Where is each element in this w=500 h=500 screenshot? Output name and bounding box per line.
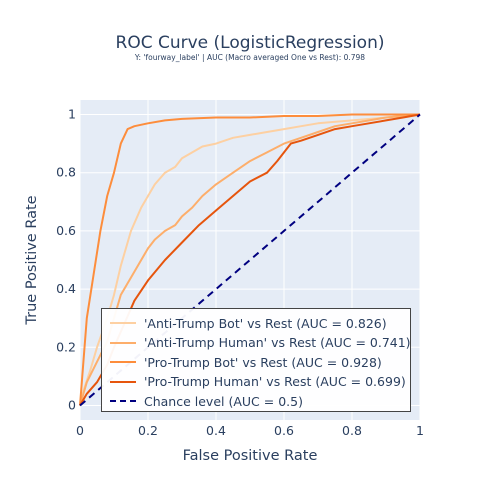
legend-swatch: [110, 400, 136, 402]
x-tick-label: 0.6: [274, 423, 294, 438]
tick-labels: 0 0.2 0.4 0.6 0.8 1 0 0.2 0.4 0.6 0.8 1: [56, 107, 424, 438]
y-tick-label: 0.6: [56, 223, 76, 238]
x-tick-label: 0.8: [342, 423, 362, 438]
y-tick-label: 0.8: [56, 165, 76, 180]
y-tick-label: 0.2: [56, 339, 76, 354]
legend-label: 'Pro-Trump Human' vs Rest (AUC = 0.699): [144, 374, 406, 389]
y-tick-label: 0.4: [56, 281, 76, 296]
x-tick-label: 0.2: [138, 423, 158, 438]
legend-swatch: [110, 380, 136, 383]
legend-label: Chance level (AUC = 0.5): [144, 393, 303, 409]
chart-title: ROC Curve (LogisticRegression): [115, 33, 385, 53]
series-line-2: [79, 113, 420, 406]
legend-item[interactable]: Chance level (AUC = 0.5): [108, 391, 303, 411]
legend-swatch: [110, 341, 136, 344]
y-tick-label: 1: [68, 107, 76, 122]
y-axis-label: True Positive Rate: [24, 195, 40, 325]
legend-item[interactable]: 'Pro-Trump Human' vs Rest (AUC = 0.699): [108, 372, 406, 392]
legend-label: 'Pro-Trump Bot' vs Rest (AUC = 0.928): [144, 354, 382, 370]
chart-subtitle: Y: 'fourway_label' | AUC (Macro averaged…: [134, 53, 366, 62]
x-axis-label: False Positive Rate: [183, 448, 318, 464]
legend-label: 'Anti-Trump Human' vs Rest (AUC = 0.741): [144, 335, 411, 350]
legend-item[interactable]: 'Anti-Trump Human' vs Rest (AUC = 0.741): [108, 333, 411, 353]
x-tick-label: 0.4: [206, 423, 226, 438]
y-tick-label: 0: [68, 397, 76, 412]
x-tick-label: 0: [76, 423, 84, 438]
x-tick-label: 1: [416, 423, 424, 438]
legend-item[interactable]: 'Pro-Trump Bot' vs Rest (AUC = 0.928): [108, 352, 382, 372]
legend-swatch: [110, 322, 136, 324]
legend-item[interactable]: 'Anti-Trump Bot' vs Rest (AUC = 0.826): [108, 313, 387, 333]
legend: 'Anti-Trump Bot' vs Rest (AUC = 0.826) 'A…: [101, 308, 411, 412]
legend-swatch: [110, 361, 136, 363]
legend-label: 'Anti-Trump Bot' vs Rest (AUC = 0.826): [144, 315, 387, 331]
